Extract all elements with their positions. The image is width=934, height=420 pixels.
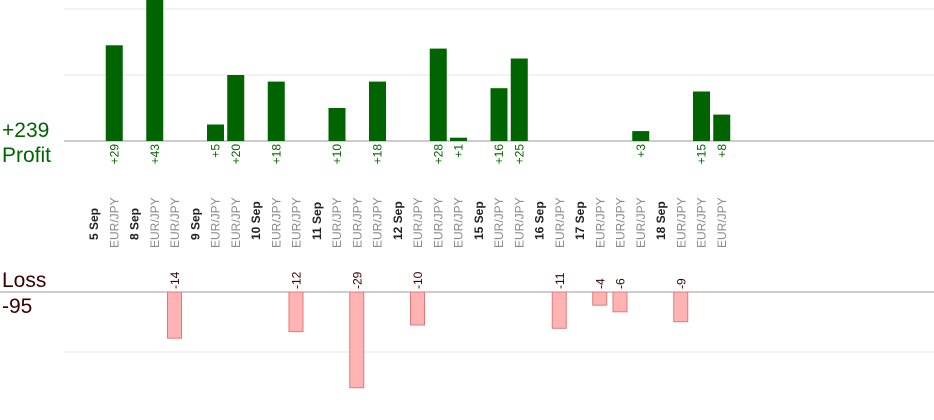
date-label: 18 Sep <box>654 201 668 240</box>
profit-value-label: +25 <box>512 144 526 165</box>
loss-bar <box>592 291 608 306</box>
profit-bar <box>429 48 447 141</box>
date-label: 12 Sep <box>391 201 405 240</box>
loss-bar <box>288 291 304 333</box>
profit-total: +239 <box>2 119 50 142</box>
instrument-label: EUR/JPY <box>411 197 425 248</box>
date-label: 17 Sep <box>573 201 587 240</box>
instrument-label: EUR/JPY <box>695 197 709 248</box>
profit-bar <box>490 88 508 141</box>
profit-bar <box>267 81 285 141</box>
profit-label: Profit <box>2 144 52 167</box>
profit-value-label: +1 <box>452 144 466 158</box>
profit-bar <box>450 137 467 141</box>
instrument-label: EUR/JPY <box>674 197 688 248</box>
profit-value-label: +20 <box>229 144 243 165</box>
instrument-label: EUR/JPY <box>209 197 223 248</box>
profit-bar <box>510 58 528 141</box>
instrument-label: EUR/JPY <box>614 197 628 248</box>
date-label: 8 Sep <box>128 208 142 240</box>
date-label: 9 Sep <box>188 208 202 240</box>
loss-bar <box>410 291 425 326</box>
profit-value-label: +43 <box>148 144 162 165</box>
loss-bar <box>612 291 628 313</box>
profit-value-label: +16 <box>492 144 506 165</box>
loss-value-label: -29 <box>350 271 364 289</box>
instrument-label: EUR/JPY <box>330 197 344 248</box>
profit-value-label: +18 <box>269 144 283 165</box>
date-label: 16 Sep <box>533 201 547 240</box>
loss-value-label: -12 <box>290 271 304 289</box>
loss-value-label: -11 <box>553 272 567 289</box>
instrument-label: EUR/JPY <box>634 197 648 248</box>
profit-value-label: +28 <box>431 144 445 165</box>
instrument-label: EUR/JPY <box>512 197 526 248</box>
profit-value-label: +3 <box>634 144 648 158</box>
profit-bar <box>713 114 731 141</box>
loss-value-label: -4 <box>593 278 607 289</box>
loss-bar <box>349 291 365 389</box>
profit-bar <box>105 45 123 141</box>
loss-bar <box>167 291 182 339</box>
instrument-label: EUR/JPY <box>553 197 567 248</box>
instrument-label: EUR/JPY <box>431 197 445 248</box>
date-label: 15 Sep <box>472 201 486 240</box>
loss-bar <box>673 291 689 323</box>
profit-value-label: +29 <box>107 144 121 165</box>
profit-value-label: +15 <box>695 144 709 165</box>
profit-value-label: +8 <box>715 144 729 158</box>
instrument-label: EUR/JPY <box>593 197 607 248</box>
profit-bar <box>328 108 346 141</box>
loss-total: -95 <box>2 295 33 318</box>
instrument-label: EUR/JPY <box>107 197 121 248</box>
instrument-label: EUR/JPY <box>269 197 283 248</box>
instrument-label: EUR/JPY <box>492 197 506 248</box>
profit-bar <box>146 0 164 141</box>
date-label: 10 Sep <box>249 201 263 240</box>
instrument-label: EUR/JPY <box>290 197 304 248</box>
instrument-label: EUR/JPY <box>452 197 466 248</box>
instrument-label: EUR/JPY <box>229 197 243 248</box>
loss-label: Loss <box>2 269 47 292</box>
profit-value-label: +18 <box>371 144 385 165</box>
instrument-label: EUR/JPY <box>168 197 182 248</box>
profit-bar <box>693 91 710 141</box>
instrument-label: EUR/JPY <box>715 197 729 248</box>
loss-value-label: -9 <box>674 278 688 289</box>
profit-bar <box>227 75 245 141</box>
loss-value-label: -10 <box>411 271 425 289</box>
instrument-label: EUR/JPY <box>371 197 385 248</box>
profit-value-label: +5 <box>209 144 223 158</box>
date-label: 5 Sep <box>87 208 101 240</box>
loss-bar <box>551 291 567 329</box>
date-label: 11 Sep <box>310 202 324 240</box>
profit-bar <box>207 124 224 141</box>
instrument-label: EUR/JPY <box>350 197 364 248</box>
loss-value-label: -6 <box>614 278 628 289</box>
instrument-label: EUR/JPY <box>148 197 162 248</box>
profit-value-label: +10 <box>330 144 344 165</box>
loss-value-label: -14 <box>168 271 182 289</box>
profit-bar <box>369 81 386 141</box>
profit-bar <box>632 131 650 141</box>
